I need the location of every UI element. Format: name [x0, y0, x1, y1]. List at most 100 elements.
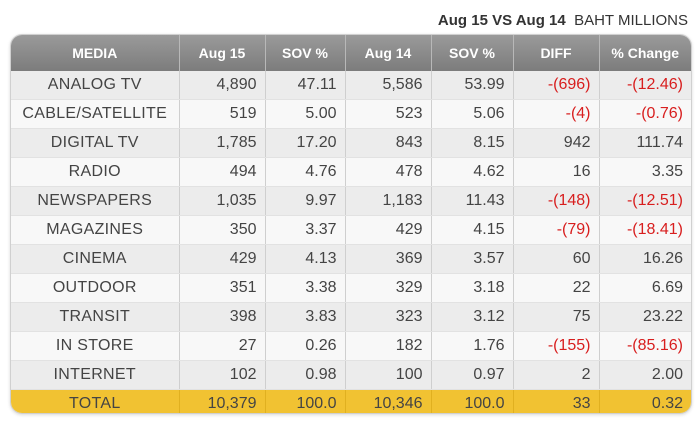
- cell-diff: 942: [513, 128, 600, 158]
- cell-aug14: 478: [345, 157, 432, 187]
- cell-sov14: 8.15: [431, 128, 514, 158]
- cell-aug15: 398: [179, 302, 266, 332]
- cell-diff: -(79): [513, 215, 600, 245]
- cell-media: IN STORE: [11, 331, 180, 361]
- cell-sov14: 0.97: [431, 360, 514, 390]
- cell-sov15: 0.26: [265, 331, 346, 361]
- cell-sov15: 47.11: [265, 71, 346, 100]
- cell-change: -(12.46): [599, 71, 691, 100]
- cell-sov14: 3.18: [431, 273, 514, 303]
- table-row: RADIO 494 4.76 478 4.62 16 3.35: [11, 157, 691, 187]
- cell-diff: -(4): [513, 99, 600, 129]
- total-aug14: 10,346: [345, 389, 432, 413]
- table-row: INTERNET 102 0.98 100 0.97 2 2.00: [11, 360, 691, 390]
- cell-aug14: 429: [345, 215, 432, 245]
- cell-aug15: 1,785: [179, 128, 266, 158]
- table-row: IN STORE 27 0.26 182 1.76 -(155) -(85.16): [11, 331, 691, 361]
- cell-aug14: 100: [345, 360, 432, 390]
- col-header-sov14: SOV %: [431, 35, 514, 71]
- cell-aug15: 429: [179, 244, 266, 274]
- cell-sov14: 1.76: [431, 331, 514, 361]
- cell-aug15: 351: [179, 273, 266, 303]
- cell-media: RADIO: [11, 157, 180, 187]
- cell-sov15: 0.98: [265, 360, 346, 390]
- cell-diff: 22: [513, 273, 600, 303]
- cell-aug14: 182: [345, 331, 432, 361]
- total-change: 0.32: [599, 389, 691, 413]
- cell-aug15: 1,035: [179, 186, 266, 216]
- total-diff: 33: [513, 389, 600, 413]
- total-row: TOTAL 10,379 100.0 10,346 100.0 33 0.32: [11, 389, 691, 413]
- cell-sov14: 3.57: [431, 244, 514, 274]
- cell-aug15: 519: [179, 99, 266, 129]
- col-header-media: MEDIA: [11, 35, 180, 71]
- cell-sov15: 3.38: [265, 273, 346, 303]
- cell-sov14: 11.43: [431, 186, 514, 216]
- cell-aug14: 329: [345, 273, 432, 303]
- cell-aug15: 4,890: [179, 71, 266, 100]
- cell-sov15: 9.97: [265, 186, 346, 216]
- cell-aug15: 27: [179, 331, 266, 361]
- col-header-aug14: Aug 14: [345, 35, 432, 71]
- cell-sov14: 3.12: [431, 302, 514, 332]
- table-row: OUTDOOR 351 3.38 329 3.18 22 6.69: [11, 273, 691, 303]
- cell-aug15: 494: [179, 157, 266, 187]
- cell-media: NEWSPAPERS: [11, 186, 180, 216]
- col-header-change: % Change: [599, 35, 691, 71]
- cell-sov15: 4.76: [265, 157, 346, 187]
- cell-sov15: 3.83: [265, 302, 346, 332]
- cell-change: 3.35: [599, 157, 691, 187]
- cell-change: -(0.76): [599, 99, 691, 129]
- cell-sov14: 4.62: [431, 157, 514, 187]
- table-row: CABLE/SATELLITE 519 5.00 523 5.06 -(4) -(0.76): [11, 99, 691, 129]
- table-title: Aug 15 VS Aug 14 BAHT MILLIONS: [438, 12, 688, 29]
- cell-sov15: 3.37: [265, 215, 346, 245]
- table-row: TRANSIT 398 3.83 323 3.12 75 23.22: [11, 302, 691, 332]
- cell-change: 2.00: [599, 360, 691, 390]
- cell-change: 111.74: [599, 128, 691, 158]
- col-header-sov15: SOV %: [265, 35, 346, 71]
- cell-aug14: 369: [345, 244, 432, 274]
- media-spend-table: MEDIA Aug 15 SOV % Aug 14 SOV % DIFF % C…: [11, 35, 691, 413]
- total-aug15: 10,379: [179, 389, 266, 413]
- cell-diff: 75: [513, 302, 600, 332]
- cell-sov15: 17.20: [265, 128, 346, 158]
- cell-media: OUTDOOR: [11, 273, 180, 303]
- header-row: MEDIA Aug 15 SOV % Aug 14 SOV % DIFF % C…: [11, 35, 691, 71]
- cell-sov14: 5.06: [431, 99, 514, 129]
- cell-media: ANALOG TV: [11, 71, 180, 100]
- cell-aug14: 323: [345, 302, 432, 332]
- cell-change: 6.69: [599, 273, 691, 303]
- cell-change: -(12.51): [599, 186, 691, 216]
- total-sov15: 100.0: [265, 389, 346, 413]
- cell-diff: -(696): [513, 71, 600, 100]
- title-period: Aug 15 VS Aug 14: [437, 12, 566, 29]
- table-row: ANALOG TV 4,890 47.11 5,586 53.99 -(696) -(12.…: [11, 71, 691, 100]
- table-row: NEWSPAPERS 1,035 9.97 1,183 11.43 -(148) -(12.…: [11, 186, 691, 216]
- cell-aug14: 5,586: [345, 71, 432, 100]
- cell-aug14: 523: [345, 99, 432, 129]
- cell-media: CINEMA: [11, 244, 180, 274]
- cell-media: INTERNET: [11, 360, 180, 390]
- cell-diff: -(148): [513, 186, 600, 216]
- cell-diff: -(155): [513, 331, 600, 361]
- cell-aug14: 1,183: [345, 186, 432, 216]
- cell-media: TRANSIT: [11, 302, 180, 332]
- title-units: BAHT MILLIONS: [574, 12, 688, 29]
- cell-aug15: 350: [179, 215, 266, 245]
- cell-media: MAGAZINES: [11, 215, 180, 245]
- col-header-aug15: Aug 15: [179, 35, 266, 71]
- total-sov14: 100.0: [431, 389, 514, 413]
- cell-sov14: 53.99: [431, 71, 514, 100]
- cell-change: 23.22: [599, 302, 691, 332]
- cell-change: -(85.16): [599, 331, 691, 361]
- col-header-diff: DIFF: [513, 35, 600, 71]
- cell-change: -(18.41): [599, 215, 691, 245]
- cell-sov15: 5.00: [265, 99, 346, 129]
- cell-aug14: 843: [345, 128, 432, 158]
- table-row: MAGAZINES 350 3.37 429 4.15 -(79) -(18.41): [11, 215, 691, 245]
- table-row: DIGITAL TV 1,785 17.20 843 8.15 942 111.74: [11, 128, 691, 158]
- table-row: CINEMA 429 4.13 369 3.57 60 16.26: [11, 244, 691, 274]
- total-media: TOTAL: [11, 389, 180, 413]
- cell-sov15: 4.13: [265, 244, 346, 274]
